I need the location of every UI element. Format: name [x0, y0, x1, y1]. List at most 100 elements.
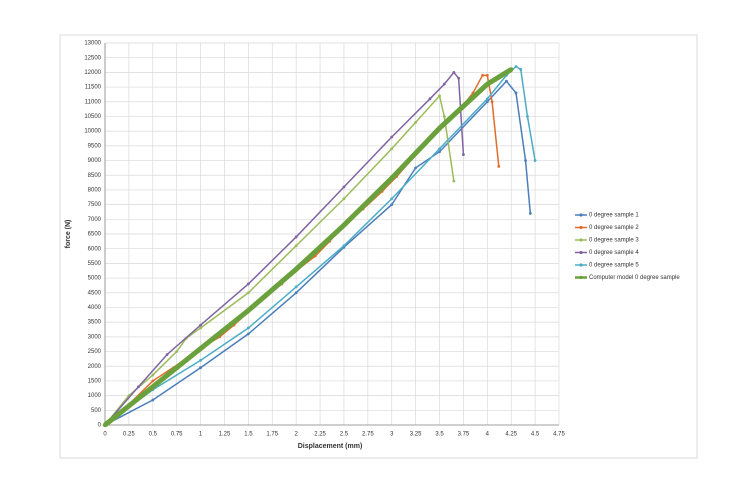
y-tick-label: 3500: [88, 320, 102, 326]
x-tick-label: 1.5: [244, 432, 253, 438]
x-tick-label: 1.25: [219, 432, 231, 438]
x-tick-label: 2.25: [314, 432, 326, 438]
marker: [342, 244, 346, 248]
marker: [514, 91, 518, 95]
marker: [505, 79, 508, 83]
x-tick-label: 0: [103, 432, 107, 438]
y-tick-label: 5500: [88, 261, 102, 267]
marker: [390, 197, 394, 201]
marker: [246, 332, 250, 336]
marker: [514, 65, 518, 68]
x-tick-label: 2.75: [362, 432, 374, 438]
marker: [246, 291, 250, 295]
marker: [414, 120, 418, 124]
x-tick-label: 2.5: [340, 432, 349, 438]
y-tick-label: 4000: [88, 305, 102, 311]
y-tick-label: 9000: [88, 158, 102, 164]
marker: [485, 73, 489, 77]
y-tick-label: 8000: [88, 188, 102, 194]
y-tick-label: 12500: [84, 55, 101, 61]
y-tick-label: 0: [98, 423, 102, 429]
marker: [438, 150, 441, 154]
marker: [390, 135, 394, 139]
y-tick-label: 11500: [85, 85, 102, 91]
x-tick-label: 4: [486, 432, 490, 438]
x-tick-label: 4.5: [531, 432, 540, 438]
marker: [485, 97, 489, 101]
marker: [294, 244, 298, 248]
marker: [199, 358, 202, 362]
marker: [294, 291, 298, 295]
marker: [390, 203, 394, 207]
legend-label: 0 degree sample 3: [589, 238, 639, 244]
marker: [341, 222, 347, 228]
marker: [519, 68, 523, 71]
marker: [442, 115, 446, 118]
chart-border: [59, 34, 698, 459]
marker: [175, 350, 179, 353]
y-tick-label: 8500: [88, 173, 102, 179]
y-tick-label: 2000: [88, 364, 102, 370]
marker: [442, 82, 446, 86]
y-tick-label: 10000: [84, 129, 101, 135]
marker: [452, 179, 456, 183]
y-tick-label: 7000: [88, 217, 102, 223]
marker: [151, 398, 155, 402]
marker: [246, 282, 250, 286]
legend-marker: [579, 275, 583, 280]
marker: [524, 159, 527, 162]
marker: [452, 70, 456, 74]
legend-label: 0 degree sample 1: [589, 213, 639, 219]
marker: [246, 326, 250, 330]
marker: [342, 197, 346, 201]
x-tick-label: 0.25: [123, 432, 135, 438]
x-tick-label: 4.25: [505, 432, 517, 438]
marker: [428, 97, 432, 101]
marker: [438, 147, 441, 151]
y-tick-label: 11000: [85, 99, 102, 105]
y-tick-label: 2500: [88, 349, 102, 355]
marker: [199, 366, 202, 370]
marker: [294, 235, 298, 239]
x-tick-label: 3.25: [410, 432, 422, 438]
legend-marker: [579, 263, 583, 267]
series-line: [103, 67, 513, 427]
marker: [102, 422, 108, 428]
y-tick-label: 3000: [88, 334, 102, 340]
x-tick-label: 1.75: [266, 432, 278, 438]
legend-label: 0 degree sample 4: [589, 250, 639, 256]
marker: [509, 67, 514, 72]
marker: [390, 147, 394, 151]
marker: [528, 212, 532, 215]
legend-marker: [579, 225, 583, 230]
legend-label: 0 degree sample 2: [589, 225, 639, 231]
y-tick-label: 1500: [88, 379, 102, 385]
marker: [342, 185, 346, 189]
marker: [165, 353, 169, 356]
legend-label: 0 degree sample 5: [589, 263, 639, 269]
marker: [462, 153, 465, 157]
marker: [490, 100, 494, 104]
series-line: [104, 94, 455, 426]
marker: [457, 76, 461, 80]
marker: [199, 326, 202, 330]
x-tick-label: 1: [199, 432, 203, 438]
marker: [294, 285, 298, 289]
marker: [437, 126, 442, 131]
x-axis-title: Displacement (mm): [298, 443, 363, 450]
y-tick-label: 6000: [88, 246, 102, 252]
marker: [526, 115, 529, 118]
marker: [293, 267, 299, 272]
marker: [481, 73, 484, 77]
y-tick-label: 7500: [88, 202, 102, 208]
y-tick-label: 6500: [88, 232, 102, 238]
x-tick-label: 0.75: [171, 432, 183, 438]
marker: [150, 384, 155, 389]
y-tick-label: 12000: [84, 70, 101, 76]
marker: [389, 175, 394, 181]
marker: [246, 308, 251, 313]
x-tick-label: 3: [390, 432, 394, 438]
y-tick-label: 1000: [88, 393, 102, 399]
marker: [414, 166, 418, 170]
